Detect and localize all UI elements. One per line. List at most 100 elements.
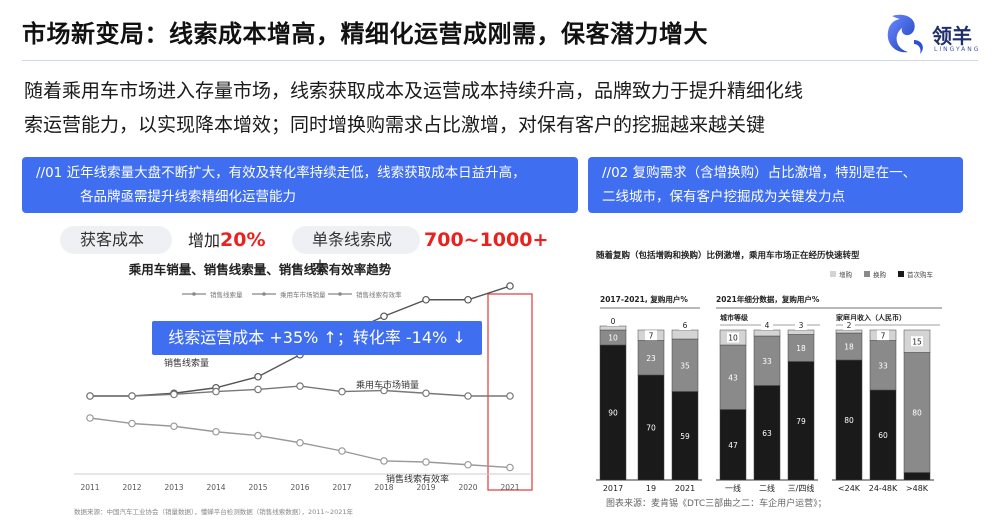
logo-name: 领羊 (932, 24, 972, 48)
bar-value-label: 60 (878, 431, 888, 440)
series-label: 乘用车市场销量 (356, 379, 419, 391)
bar-segment (835, 359, 863, 481)
bar-category-label: 二线 (759, 483, 775, 493)
bar-category-label: 三/四线 (788, 483, 815, 493)
insight-02-line-1: //02 复购需求（含增换购）占比激增，特别是在一、 (602, 165, 917, 181)
insight-box-01: //01 近年线索量大盘不断扩大，有效及转化率持续走低，线索获取成本日益升高， … (22, 157, 578, 213)
bar-label-bg (607, 316, 619, 326)
cost-conversion-callout: 线索运营成本 +35% ↑；转化率 -14% ↓ (152, 321, 482, 355)
x-tick-label: 2017 (332, 483, 351, 492)
bar-label-bg (727, 332, 739, 343)
lead-cost-value: 700~1000+ (424, 229, 549, 251)
bar-segment (903, 472, 931, 481)
data-point (254, 385, 262, 394)
bar-segment (787, 329, 815, 335)
data-point (296, 438, 304, 447)
bar-segment (719, 409, 747, 481)
bar-segment (869, 340, 897, 391)
data-point (254, 431, 262, 440)
page-title: 市场新变局：线索成本增高，精细化运营成刚需，保客潜力增大 (22, 20, 708, 48)
x-tick-label: 2021 (500, 483, 519, 492)
bar-value-label: 80 (912, 409, 922, 418)
legend-label: 增购 (839, 270, 853, 279)
acquisition-cost-prefix: 增加 (188, 231, 221, 250)
data-point (170, 390, 178, 399)
lead-line-1: 随着乘用车市场进入存量市场，线索获取成本及运营成本持续升高，品牌致力于提升精细化… (24, 80, 804, 102)
x-tick-label: 2018 (374, 483, 393, 492)
bar-value-label: 10 (608, 334, 618, 343)
data-point (296, 382, 304, 390)
legend-label: 销售线索有效率 (356, 290, 402, 299)
bar-segment (753, 335, 781, 386)
bar-segment (671, 391, 699, 481)
acquisition-cost-value: 20% (220, 229, 266, 251)
bar-segment (787, 361, 815, 481)
data-point (464, 295, 472, 304)
bar-chart-title: 随着复购（包括增购和换购）比例激增，乘用车市场正在经历快速转型 (596, 250, 860, 261)
bar-segment (903, 352, 931, 473)
bar-value-label: 10 (728, 334, 738, 343)
bar-value-label: 79 (796, 417, 806, 426)
line-chart-source: 数据来源：中国汽车工业协会（销量数据），懂蝉平台检测数据（销售线索数据），201… (74, 507, 354, 516)
acquisition-cost-label: 获客成本 (60, 226, 172, 254)
bar-value-label: 7 (649, 331, 654, 340)
bar-category-label: 一线 (725, 483, 741, 493)
bar-segment (835, 329, 863, 334)
brand-logo: 领羊 LINGYANG (884, 10, 994, 62)
yang-logo-icon (887, 14, 923, 54)
series-label: 销售线索量 (164, 357, 209, 369)
lead-cost-stat: 700~1000+ (424, 226, 548, 255)
bar-value-label: 18 (796, 344, 806, 353)
x-tick-label: 2020 (458, 483, 477, 492)
line-chart-title: 乘用车销量、销售线索量、销售线索有效率趋势 (128, 262, 392, 277)
data-point (422, 295, 430, 304)
bar-category-label: 24-48K (869, 484, 898, 493)
legend-marker (262, 292, 266, 296)
lead-line-2: 索运营能力，以实现降本增效；同时增换购需求占比激增，对保有客户的挖掘越来越关键 (24, 114, 766, 136)
bar-value-label: 33 (762, 357, 772, 366)
lead-cost-label: 单条线索成本 (292, 226, 420, 277)
logo-subtitle: LINGYANG (934, 46, 981, 53)
bar-value-label: 6 (683, 321, 688, 330)
data-point (380, 312, 388, 321)
repurchase-stacked-bar-chart: 随着复购（包括增购和换购）比例激增，乘用车市场正在经历快速转型 增购 换购 首次购车… (596, 250, 942, 509)
data-point (506, 463, 514, 472)
insight-01-line-2: 各品牌亟需提升线索精细化运营能力 (80, 189, 296, 205)
x-tick-label: 2019 (416, 483, 435, 492)
lead-paragraph: 随着乘用车市场进入存量市场，线索获取成本及运营成本持续升高，品牌致力于提升精细化… (24, 74, 974, 142)
bar-label-bg (761, 320, 773, 330)
bar-value-label: 63 (762, 429, 772, 438)
bar-category-label: 2017 (603, 484, 623, 493)
panel-heading: 2021年细分数据，复购用户% (716, 294, 820, 304)
bar-value-label: 80 (844, 416, 854, 425)
legend-label: 销售线索量 (210, 290, 243, 299)
lead-trend-line-chart: 乘用车销量、销售线索量、销售线索有效率趋势 销售线索量 乘用车市场销量 销售线索有效… (74, 262, 533, 516)
bar-segment (671, 338, 699, 392)
data-point (506, 392, 514, 400)
bar-segment (671, 329, 699, 340)
insight-02-line-2: 二线城市，保有客户挖掘成为关键发力点 (602, 189, 845, 205)
bar-label-bg (843, 320, 855, 330)
legend-swatch (830, 271, 836, 277)
legend-label: 换购 (873, 270, 887, 279)
legend-label: 乘用车市场销量 (280, 290, 326, 299)
legend-marker (338, 292, 342, 296)
data-point (86, 414, 94, 422)
data-point (170, 422, 178, 431)
bar-label-bg (877, 330, 889, 341)
bar-label-bg (679, 320, 691, 330)
x-tick-label: 2012 (122, 483, 141, 492)
title-divider (22, 60, 978, 61)
bar-value-label: 0 (611, 317, 616, 326)
panel-subheading: 城市等级 (720, 313, 749, 322)
data-point (422, 389, 430, 398)
data-point (86, 392, 94, 400)
legend-swatch (864, 271, 870, 277)
bar-category-label: 19 (646, 484, 656, 493)
x-tick-label: 2011 (80, 483, 99, 492)
data-point (338, 387, 346, 396)
bar-value-label: 23 (646, 354, 656, 363)
highlight-2021-box (487, 293, 533, 491)
data-point (128, 419, 136, 428)
data-point (212, 387, 220, 396)
